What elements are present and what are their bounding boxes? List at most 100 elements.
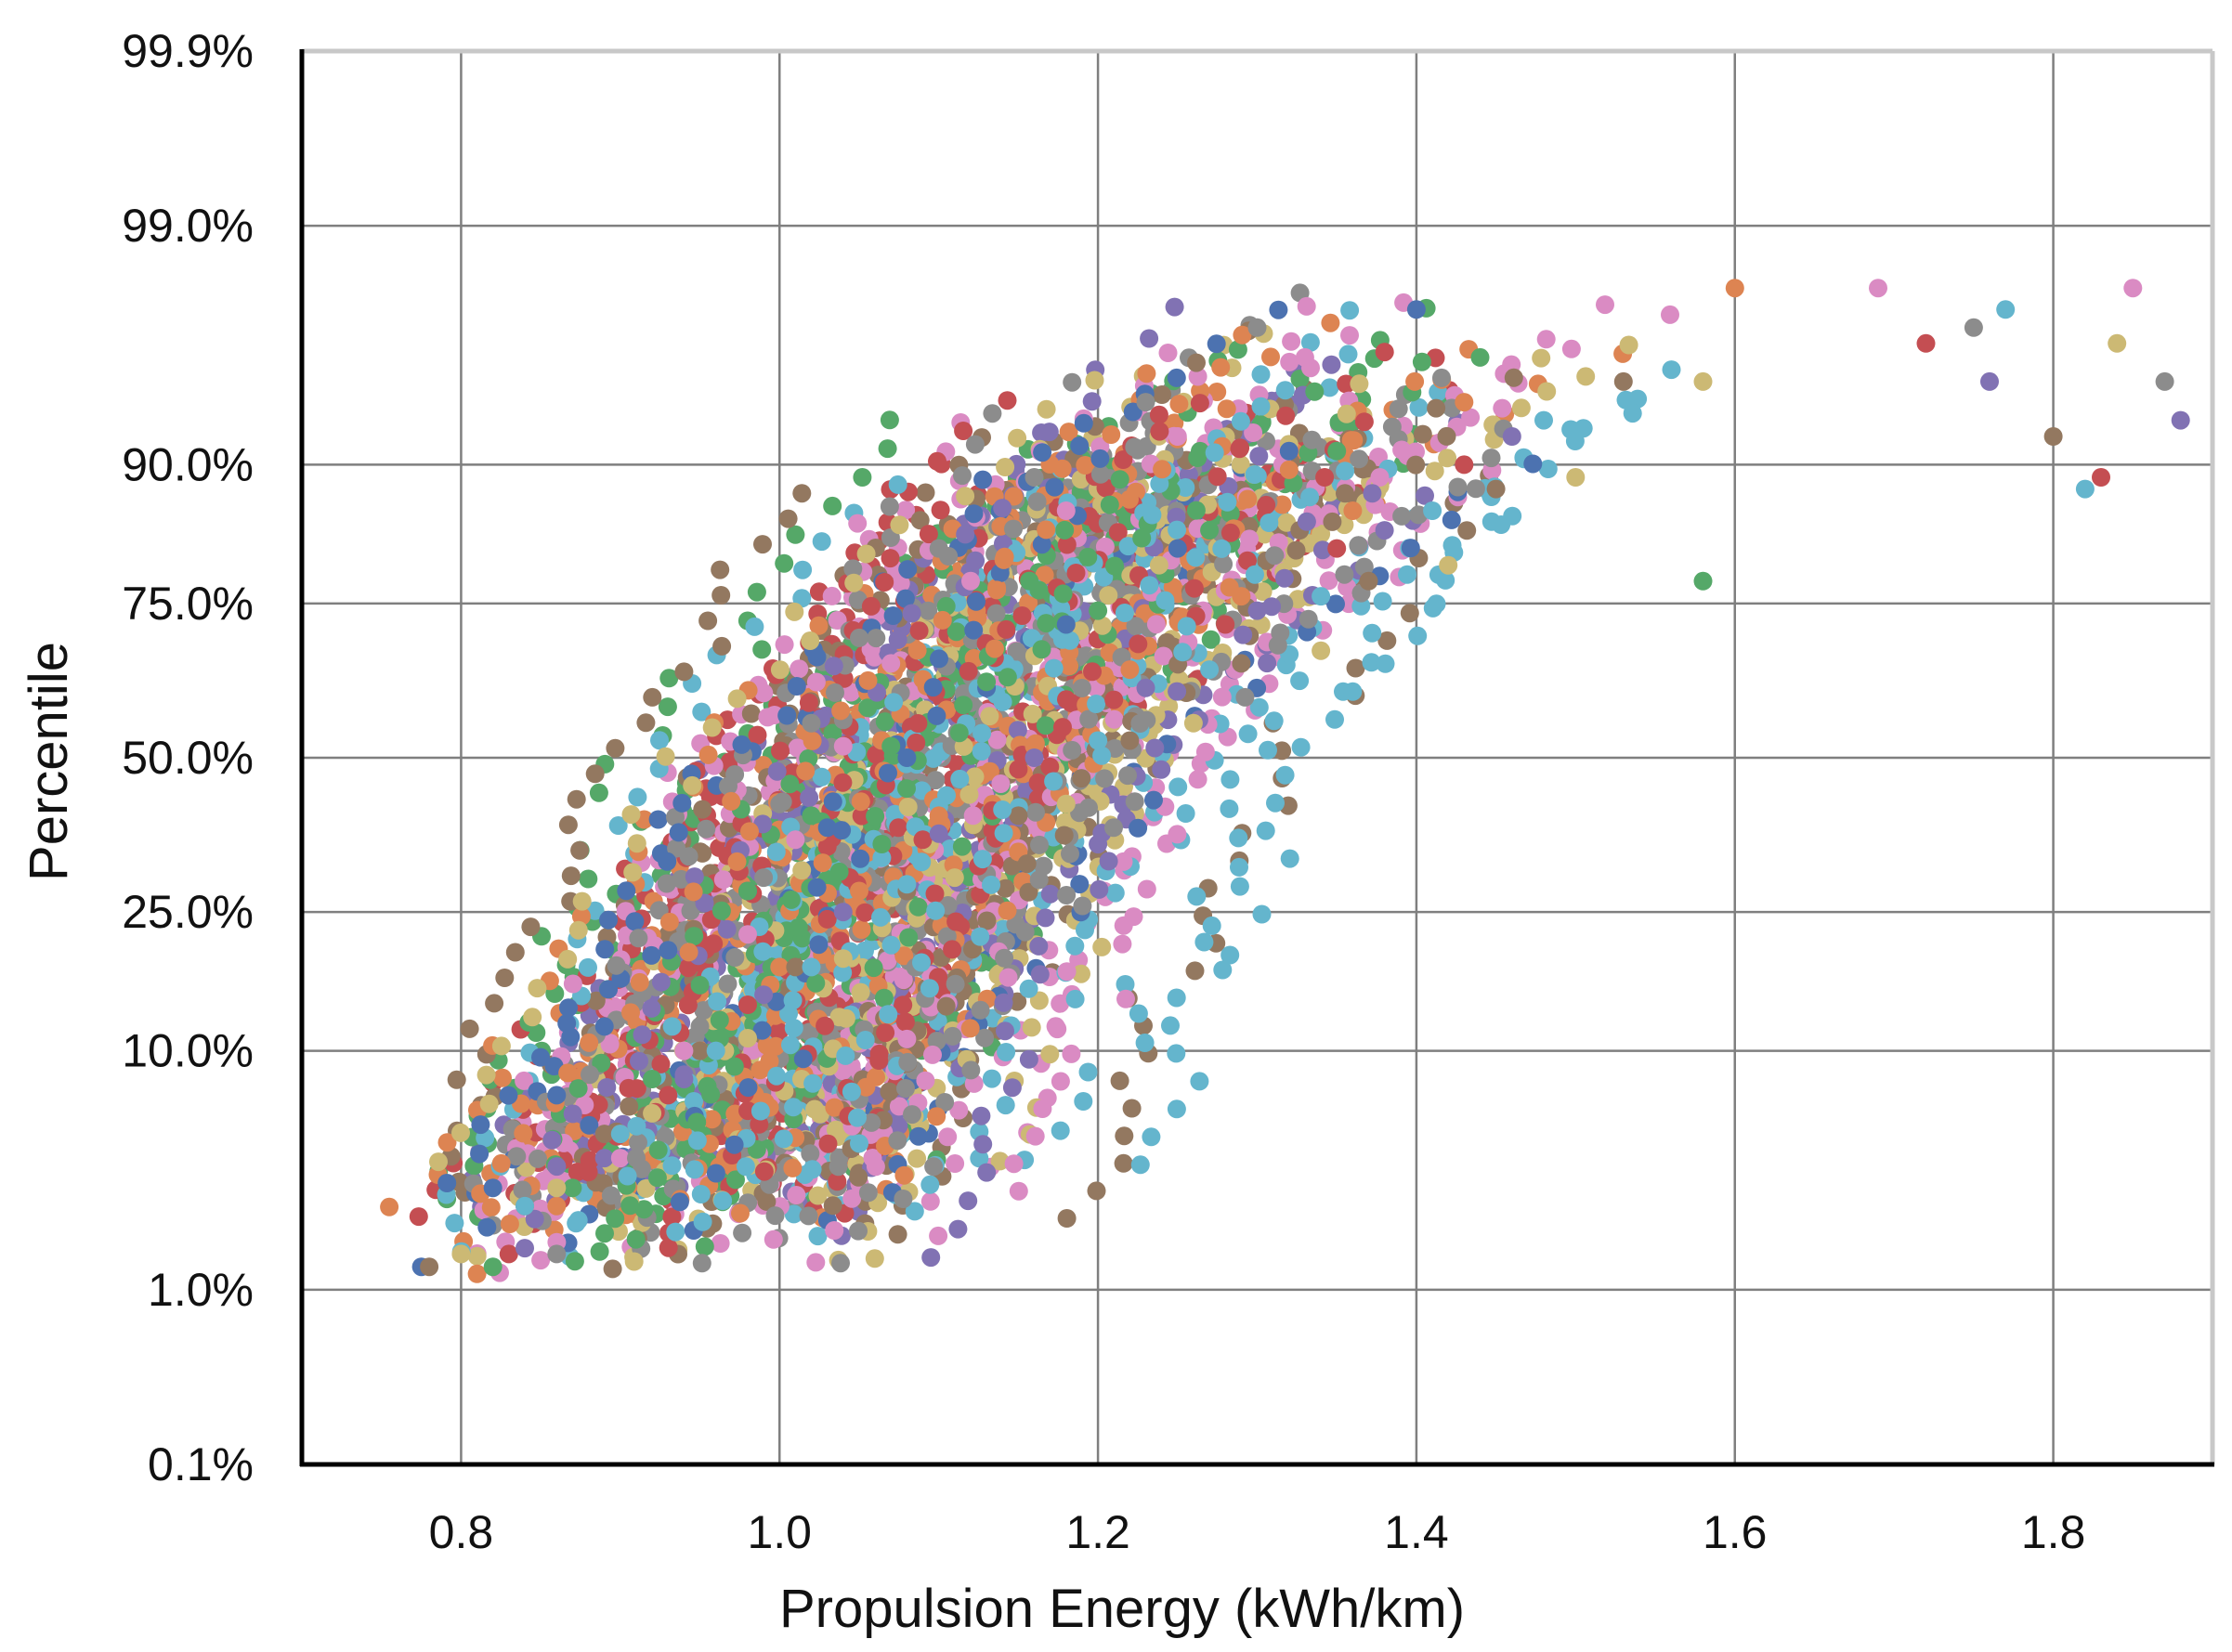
scatter-point xyxy=(813,853,832,873)
scatter-point xyxy=(924,1157,944,1177)
series-point xyxy=(1136,678,1155,697)
scatter-point xyxy=(899,928,919,947)
scatter-point xyxy=(711,586,731,605)
scatter-point xyxy=(1140,329,1159,348)
scatter-point xyxy=(1029,936,1049,956)
scatter-point xyxy=(651,972,671,992)
scatter-point xyxy=(1437,426,1456,446)
scatter-point xyxy=(1280,849,1299,868)
scatter-point xyxy=(1144,790,1163,810)
scatter-point xyxy=(995,948,1014,968)
scatter-point xyxy=(1168,520,1187,540)
scatter-point xyxy=(1155,591,1175,610)
scatter-point xyxy=(1213,960,1233,980)
scatter-point xyxy=(771,741,790,761)
scatter-point xyxy=(1400,604,1419,623)
scatter-point xyxy=(1269,300,1288,319)
scatter-point xyxy=(1319,571,1338,591)
series-point xyxy=(802,957,821,977)
scatter-point xyxy=(547,1157,567,1177)
scatter-point xyxy=(558,815,578,835)
series-point xyxy=(1312,587,1331,606)
scatter-point xyxy=(865,1249,884,1268)
scatter-point xyxy=(977,1163,997,1182)
series-point xyxy=(1009,806,1028,826)
scatter-point xyxy=(1168,825,1187,844)
scatter-point xyxy=(825,1221,844,1240)
scatter-point xyxy=(787,1186,806,1204)
scatter-point xyxy=(858,698,878,718)
scatter-point xyxy=(872,835,892,853)
scatter-point xyxy=(1261,347,1280,367)
series-point xyxy=(929,824,948,843)
scatter-point xyxy=(1012,606,1032,625)
scatter-point xyxy=(585,764,605,784)
scatter-point xyxy=(558,949,578,969)
scatter-point xyxy=(996,1096,1015,1115)
scatter-point xyxy=(1188,449,1207,467)
series-point xyxy=(1183,713,1203,733)
scatter-point xyxy=(563,974,582,994)
scatter-point xyxy=(1299,609,1318,629)
scatter-point xyxy=(685,927,704,946)
scatter-point xyxy=(601,1186,620,1205)
scatter-point xyxy=(1167,368,1186,387)
series-point xyxy=(659,1086,678,1105)
scatter-point xyxy=(1251,365,1271,384)
scatter-point xyxy=(953,466,972,486)
series-point xyxy=(1168,539,1187,558)
scatter-point xyxy=(1201,630,1220,649)
scatter-point xyxy=(842,1082,861,1101)
scatter-point xyxy=(595,940,615,959)
scatter-point xyxy=(775,635,794,655)
scatter-point xyxy=(812,767,831,787)
scatter-point xyxy=(789,917,808,937)
scatter-point xyxy=(1190,1072,1209,1091)
scatter-point xyxy=(1382,417,1402,436)
scatter-point xyxy=(633,1025,652,1045)
series-point xyxy=(1455,393,1474,412)
scatter-point xyxy=(697,819,716,839)
scatter-point xyxy=(770,660,790,680)
scatter-point xyxy=(1286,540,1306,560)
scatter-point xyxy=(1346,658,1365,678)
series-point xyxy=(1869,279,1887,298)
scatter-point xyxy=(998,668,1017,687)
scatter-point xyxy=(1029,870,1049,890)
scatter-point xyxy=(659,912,679,931)
scatter-point xyxy=(722,791,741,811)
scatter-point xyxy=(786,525,805,544)
series-point xyxy=(738,1029,757,1047)
scatter-point xyxy=(1051,1121,1070,1140)
scatter-point xyxy=(766,842,786,862)
scatter-point xyxy=(1322,355,1341,374)
series-point xyxy=(1980,371,1999,391)
scatter-point xyxy=(724,1135,744,1154)
series-point xyxy=(547,1244,567,1264)
scatter-point xyxy=(470,1144,489,1164)
scatter-point xyxy=(1032,423,1051,442)
scatter-point xyxy=(1282,332,1301,351)
scatter-point xyxy=(1401,539,1420,558)
scatter-point xyxy=(980,707,999,726)
series-point xyxy=(945,868,964,888)
scatter-point xyxy=(1004,1154,1024,1174)
scatter-point xyxy=(717,919,737,939)
scatter-point xyxy=(672,793,692,813)
scatter-point xyxy=(1027,492,1047,512)
scatter-point xyxy=(842,1189,862,1208)
series-point xyxy=(499,1244,518,1264)
series-point xyxy=(1104,690,1124,709)
scatter-point xyxy=(1008,428,1027,448)
scatter-point xyxy=(781,890,801,909)
scatter-point xyxy=(586,991,606,1010)
scatter-point xyxy=(1623,404,1642,423)
series-point xyxy=(850,881,868,901)
series-point xyxy=(850,628,868,647)
scatter-point xyxy=(971,1000,990,1020)
scatter-point xyxy=(558,1063,578,1083)
scatter-point xyxy=(1235,687,1255,707)
scatter-point xyxy=(1279,460,1299,479)
scatter-point xyxy=(1026,802,1045,822)
scatter-point xyxy=(477,1217,497,1237)
